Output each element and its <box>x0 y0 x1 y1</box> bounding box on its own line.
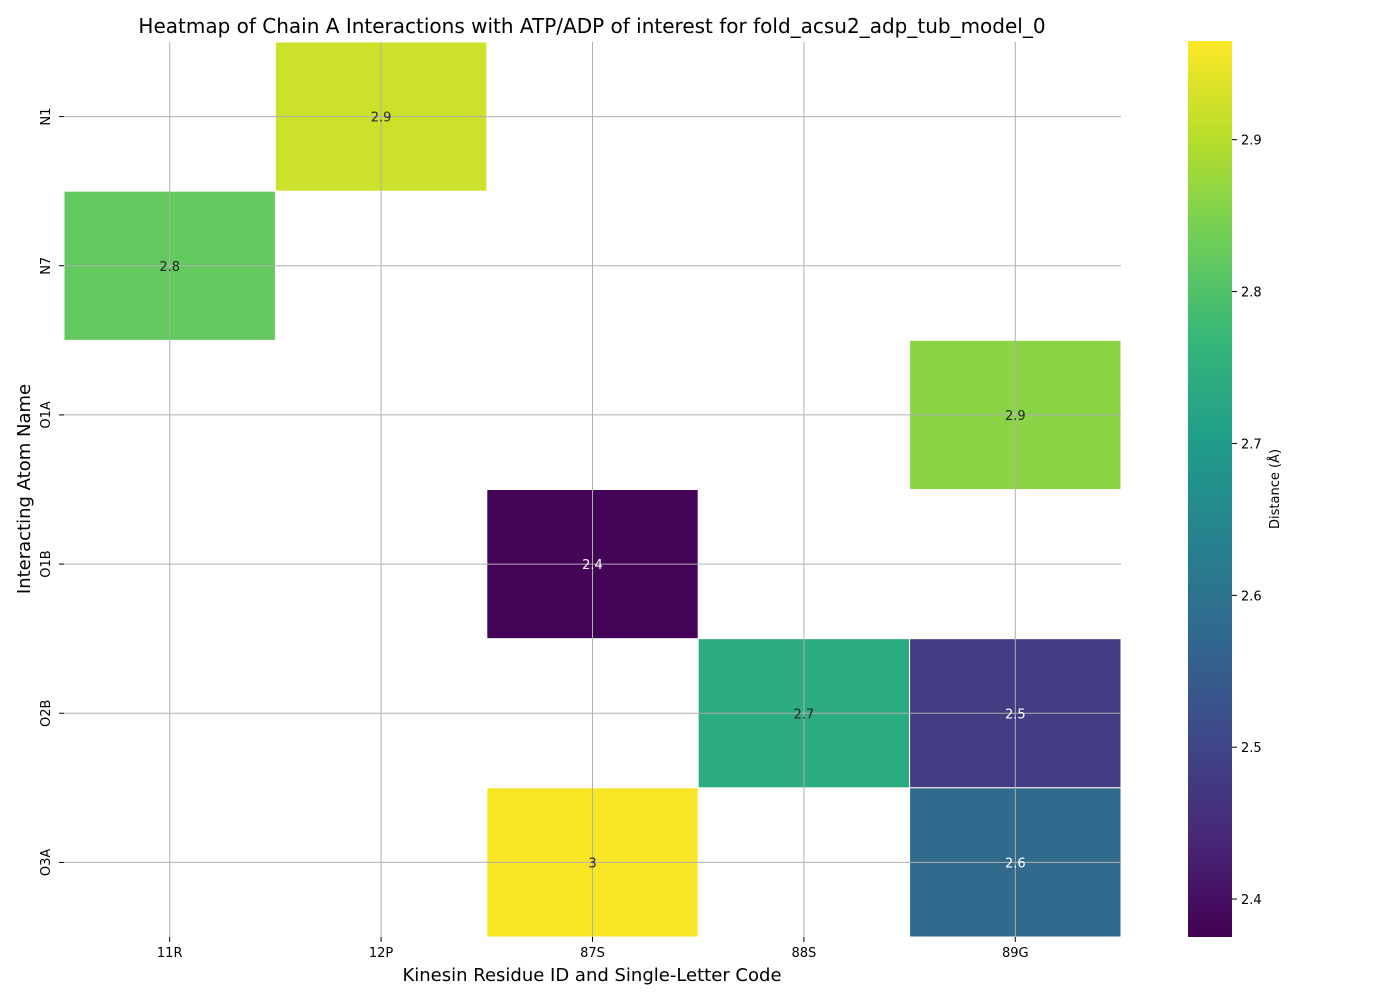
x-axis-ticks: 11R 12P 87S 88S 89G <box>157 937 1029 961</box>
x-tick-label: 11R <box>157 946 183 961</box>
cell-value-label: 2.9 <box>1005 409 1026 424</box>
y-tick-label: O1B <box>39 550 54 577</box>
cell-value-label: 2.7 <box>794 707 815 722</box>
colorbar-tick-label: 2.6 <box>1241 589 1262 604</box>
x-axis-label: Kinesin Residue ID and Single-Letter Cod… <box>402 965 781 986</box>
colorbar-tick-label: 2.8 <box>1241 286 1262 301</box>
colorbar-label: Distance (Å) <box>1267 449 1283 529</box>
x-tick-label: 88S <box>792 946 817 961</box>
cell-value-label: 2.8 <box>159 260 180 275</box>
y-tick-label: N1 <box>39 108 54 126</box>
colorbar-tick-label: 2.4 <box>1241 893 1262 908</box>
x-tick-label: 12P <box>369 946 394 961</box>
x-tick-label: 87S <box>580 946 605 961</box>
cell-value-label: 2.6 <box>1005 856 1026 871</box>
cell-value-label: 3 <box>588 856 596 871</box>
colorbar-tick-label: 2.5 <box>1241 741 1262 756</box>
y-tick-label: O1A <box>39 401 54 429</box>
colorbar-tick-label: 2.7 <box>1241 437 1262 452</box>
gridlines <box>64 42 1121 937</box>
x-tick-label: 89G <box>1002 946 1029 961</box>
colorbar-gradient <box>1188 41 1232 937</box>
cell-value-label: 2.5 <box>1005 707 1026 722</box>
colorbar-tick-label: 2.9 <box>1241 134 1262 149</box>
y-tick-label: N7 <box>39 257 54 275</box>
cell-annotations: 2.9 2.8 2.9 2.4 2.7 2.5 3 2.6 <box>159 111 1025 872</box>
colorbar: 2.4 2.5 2.6 2.7 2.8 2.9 <box>1188 41 1262 937</box>
y-axis-label: Interacting Atom Name <box>14 384 35 594</box>
y-axis-ticks: N1 N7 O1A O1B O2B O3A <box>39 108 64 877</box>
y-tick-label: O3A <box>39 849 54 877</box>
cell-value-label: 2.4 <box>582 558 603 573</box>
cell-value-label: 2.9 <box>371 111 392 126</box>
y-tick-label: O2B <box>39 700 54 727</box>
chart-title: Heatmap of Chain A Interactions with ATP… <box>138 14 1045 38</box>
